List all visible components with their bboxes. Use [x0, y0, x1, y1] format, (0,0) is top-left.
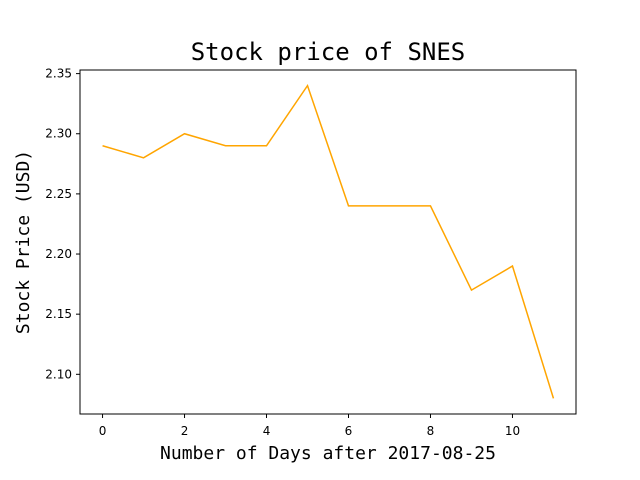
plot-frame [79, 69, 577, 415]
x-tick-label: 10 [505, 424, 520, 438]
x-tick-label: 6 [345, 424, 353, 438]
y-tick-label: 2.25 [45, 187, 72, 201]
y-tick-label: 2.15 [45, 307, 72, 321]
y-tick-label: 2.20 [45, 247, 72, 261]
x-tick-label: 0 [99, 424, 107, 438]
y-axis: 2.10 2.15 2.20 2.25 2.30 2.35 [45, 67, 80, 381]
x-tick-label: 2 [181, 424, 189, 438]
y-axis-label: Stock Price (USD) [13, 150, 34, 334]
chart-title: Stock price of SNES [191, 38, 466, 66]
series-line-snes [102, 83, 555, 399]
x-axis-label: Number of Days after 2017-08-25 [160, 443, 496, 464]
y-tick-label: 2.10 [45, 367, 72, 381]
x-tick-label: 8 [427, 424, 435, 438]
y-tick-label: 2.35 [45, 67, 72, 81]
x-axis: 0 2 4 6 8 10 [99, 414, 520, 438]
x-tick-label: 4 [263, 424, 271, 438]
y-tick-label: 2.30 [45, 127, 72, 141]
